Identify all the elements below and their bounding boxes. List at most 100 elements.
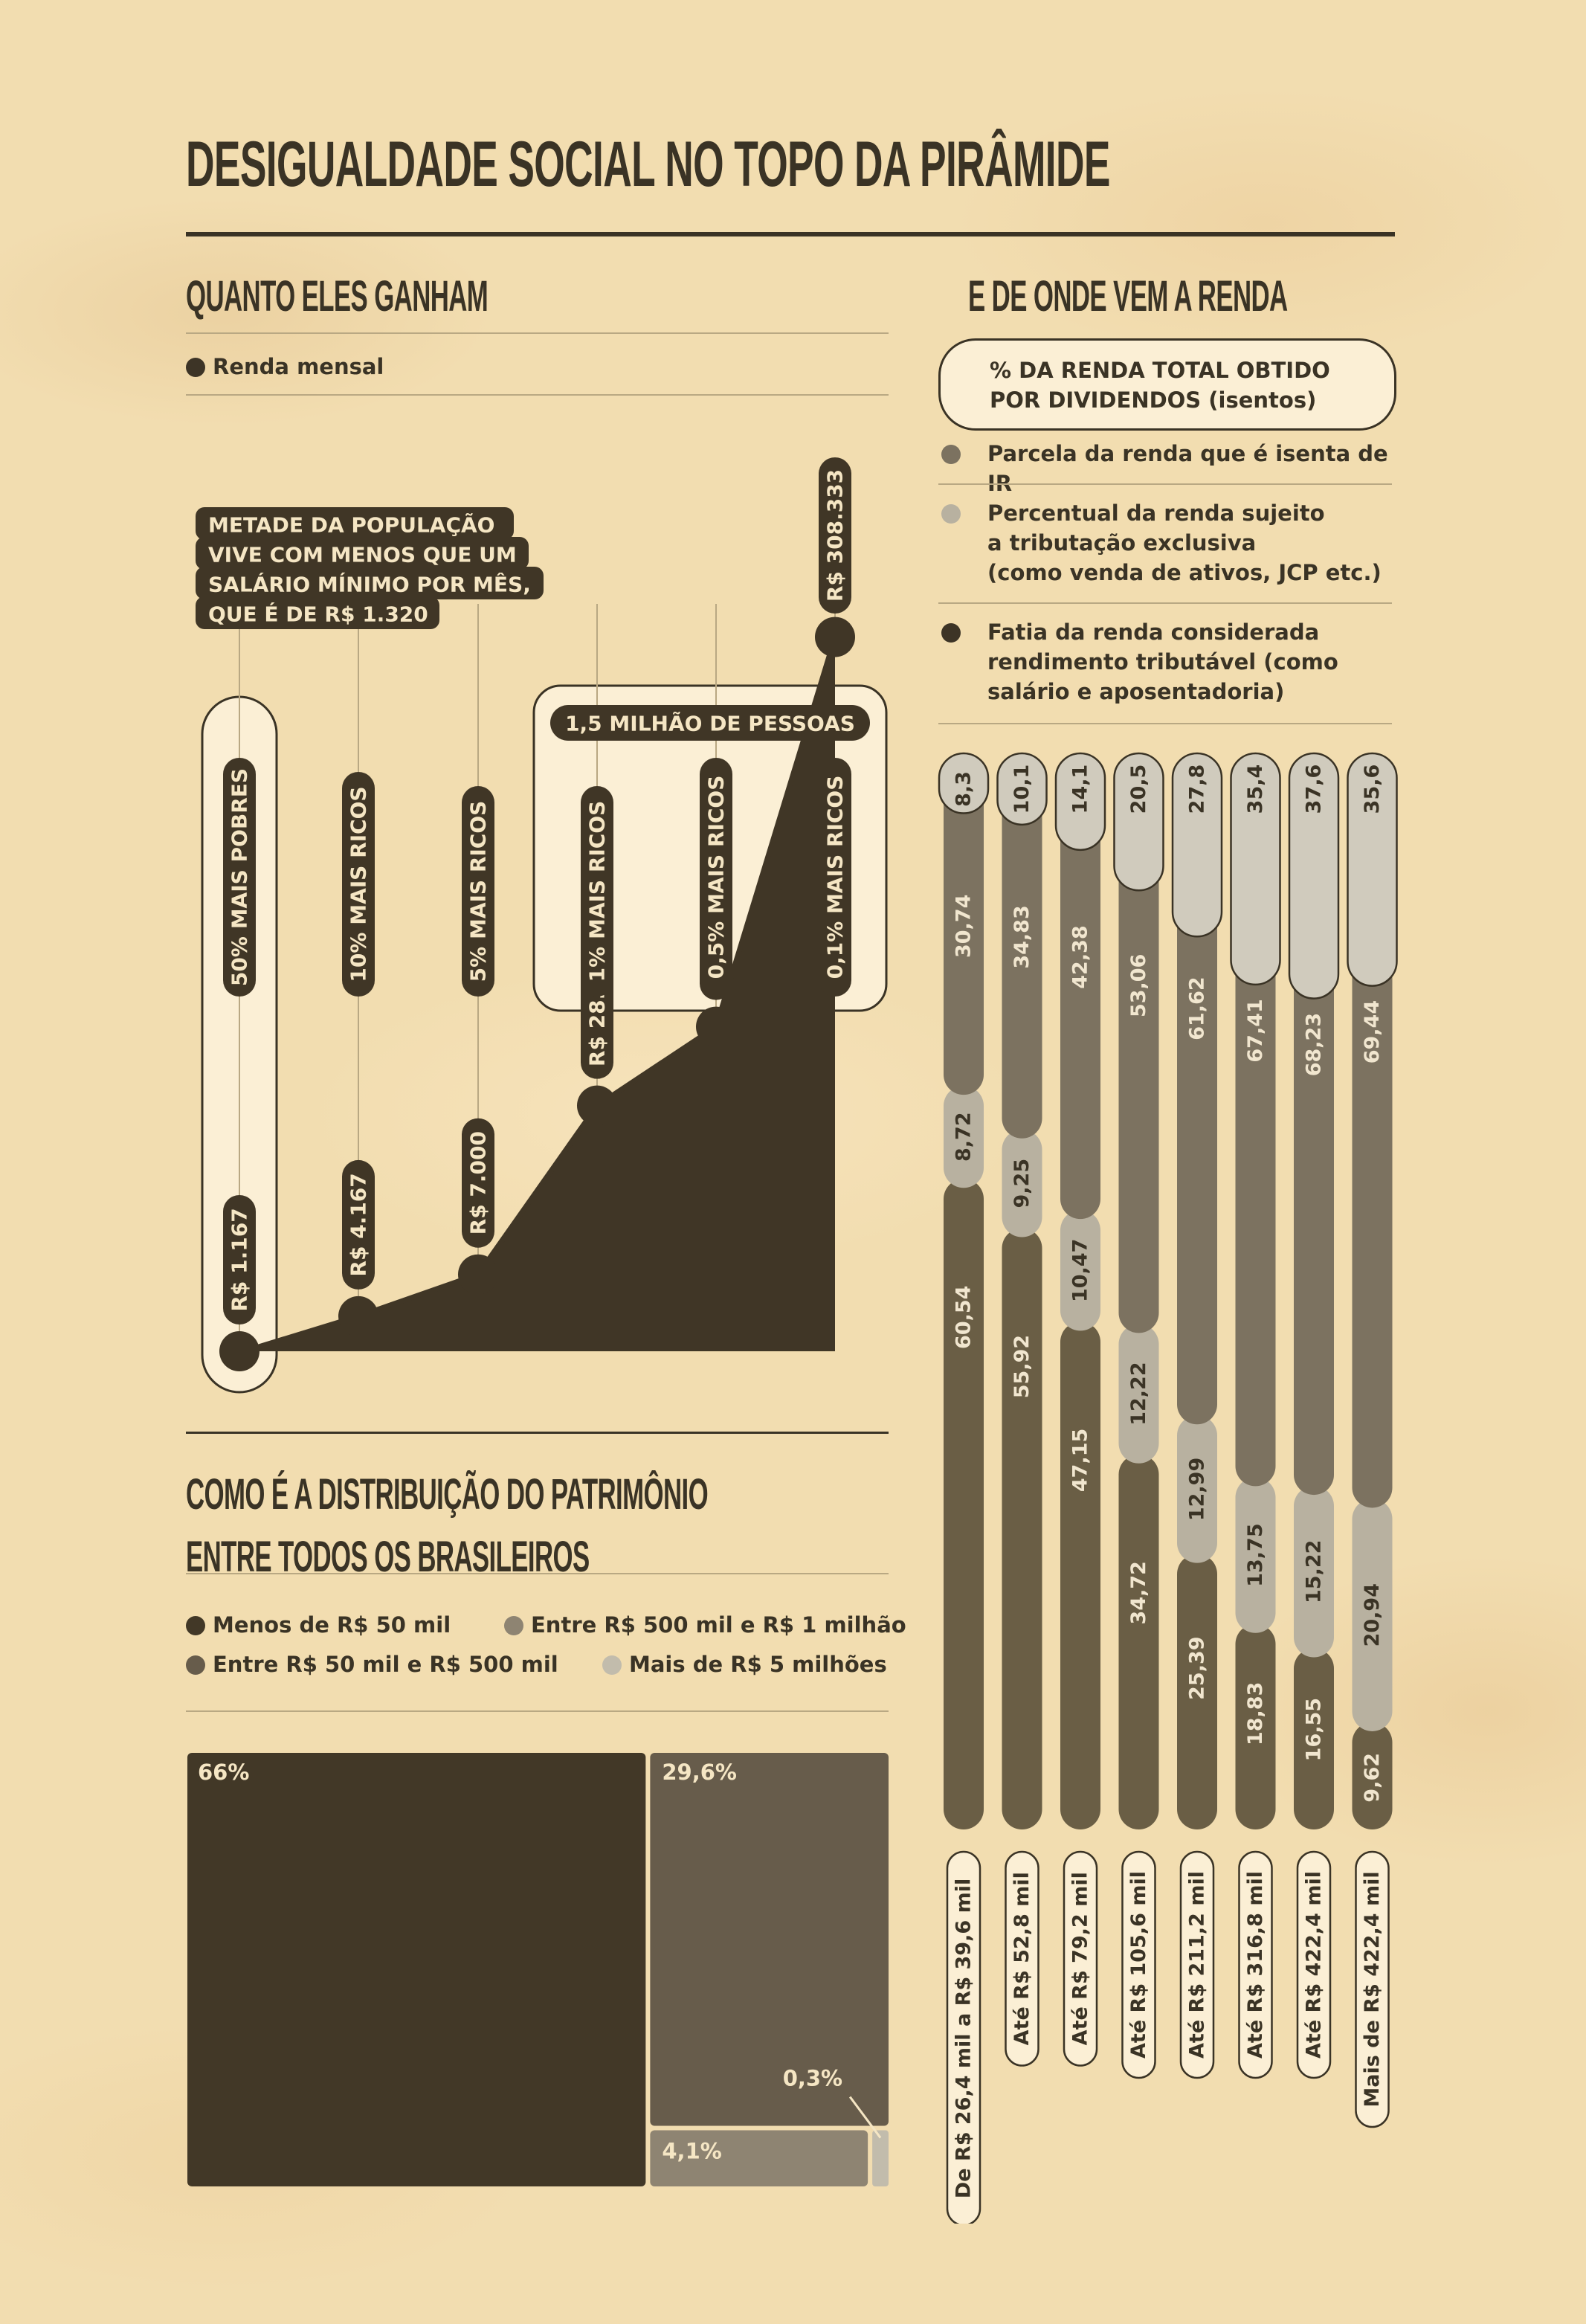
dividends-label: 8,3: [952, 771, 976, 807]
wealth-legend-item: Entre R$ 50 mil e R$ 500 mil: [186, 1652, 558, 1677]
note-line: QUE É DE R$ 1.320: [208, 602, 428, 627]
sources-legend-line: rendimento tributável (como: [987, 649, 1338, 675]
income-bracket-label: Até R$ 211,2 mil: [1186, 1871, 1209, 2059]
treemap-cell-lt-50k: [187, 1753, 646, 2186]
income-legend-label: Renda mensal: [213, 354, 384, 379]
legend-dot-icon: [941, 445, 961, 464]
dividends-label: 37,6: [1303, 765, 1326, 814]
taxable-bar: [1177, 1554, 1217, 1829]
taxable-label: 55,92: [1010, 1335, 1034, 1398]
data-point: [219, 1331, 260, 1371]
value-label-pill: [819, 457, 851, 614]
category-label: 50% MAIS POBRES: [228, 768, 252, 986]
category-label: 0,5% MAIS RICOS: [704, 776, 729, 979]
divider: [938, 602, 1392, 604]
value-label: R$ 1.167: [228, 1208, 252, 1311]
exclusive-label: 13,75: [1244, 1523, 1267, 1586]
exempt-bar: [944, 762, 984, 1095]
exclusive-label: 12,99: [1186, 1458, 1209, 1521]
data-point: [338, 1295, 378, 1336]
divider: [186, 394, 889, 396]
taxable-bar: [1294, 1648, 1334, 1829]
note-line: VIVE COM MENOS QUE UM: [208, 543, 517, 567]
legend-dot-icon: [602, 1655, 622, 1675]
leader-line: [848, 2096, 882, 2139]
taxable-label: 18,83: [1244, 1682, 1267, 1745]
income-bracket-pill: [1121, 1850, 1156, 2079]
income-bracket-label: Até R$ 316,8 mil: [1244, 1871, 1267, 2059]
legend-dot-icon: [504, 1616, 523, 1635]
exclusive-label: 10,47: [1069, 1239, 1092, 1302]
income-area: [239, 637, 835, 1351]
note-line: METADE DA POPULAÇÃO: [208, 512, 494, 538]
taxable-label: 34,72: [1127, 1561, 1150, 1624]
note-pill: [196, 507, 514, 540]
dividends-capsule: [1113, 752, 1164, 892]
treemap-cell-500k-1m: [650, 2130, 868, 2186]
wealth-legend-item: Entre R$ 500 mil e R$ 1 milhão: [504, 1612, 906, 1638]
title-rule: [186, 232, 1395, 236]
category-label-pill: [819, 758, 851, 997]
data-point: [815, 617, 855, 657]
wealth-legend-label: Entre R$ 500 mil e R$ 1 milhão: [531, 1612, 906, 1638]
exclusive-bar: [1294, 1486, 1334, 1658]
sources-legend-line: salário e aposentadoria): [987, 679, 1285, 704]
dividends-capsule: [1288, 752, 1340, 1000]
category-label: 5% MAIS RICOS: [466, 801, 491, 982]
legend-dot-icon: [186, 1655, 205, 1675]
taxable-bar: [1235, 1623, 1276, 1829]
divider: [186, 1573, 889, 1574]
category-label-pill: [462, 786, 494, 997]
taxable-bar: [1352, 1722, 1393, 1829]
treemap-label: 4,1%: [662, 2139, 721, 2164]
value-label: R$ 7.000: [466, 1131, 491, 1235]
sources-legend-line: Parcela da renda que é isenta de IR: [987, 441, 1388, 496]
value-label-pill: [342, 1159, 375, 1290]
income-bracket-pill: [1005, 1850, 1039, 2067]
category-label-pill: [581, 786, 613, 997]
income-bracket-pill: [1179, 1850, 1215, 2079]
taxable-bar: [944, 1179, 984, 1829]
income-bracket-pill: [1063, 1850, 1098, 2067]
dividends-label: 14,1: [1069, 765, 1092, 814]
treemap-label: 0,3%: [783, 2066, 842, 2091]
divider: [186, 332, 889, 334]
exempt-label: 69,44: [1361, 1000, 1384, 1063]
legend-dot-icon: [186, 1616, 205, 1635]
income-bracket-label: Mais de R$ 422,4 mil: [1361, 1871, 1384, 2107]
taxable-label: 25,39: [1186, 1636, 1209, 1699]
exclusive-bar: [944, 1086, 984, 1188]
wealth-legend-label: Mais de R$ 5 milhões: [629, 1652, 887, 1677]
exclusive-label: 12,22: [1127, 1362, 1150, 1425]
exempt-label: 61,62: [1186, 976, 1209, 1040]
dividends-capsule: [1230, 752, 1281, 986]
note-pill: [196, 567, 544, 599]
category-label: 0,1% MAIS RICOS: [823, 776, 848, 979]
sources-section-title: E DE ONDE VEM A RENDA: [968, 272, 1288, 321]
income-bracket-label: Até R$ 105,6 mil: [1127, 1871, 1150, 2059]
exclusive-bar: [1235, 1477, 1276, 1633]
wealth-legend-item: Menos de R$ 50 mil: [186, 1612, 451, 1638]
wealth-legend-item: Mais de R$ 5 milhões: [602, 1652, 887, 1677]
exclusive-bar: [1060, 1210, 1100, 1331]
exclusive-bar: [1352, 1499, 1393, 1731]
page-title: DESIGUALDADE SOCIAL NO TOPO DA PIRÂMIDE: [186, 129, 1110, 200]
taxable-bar: [1118, 1454, 1159, 1829]
dividends-legend-line: POR DIVIDENDOS (isentos): [990, 387, 1317, 413]
taxable-bar: [1060, 1322, 1100, 1829]
exempt-bar: [1002, 762, 1042, 1139]
taxable-label: 47,15: [1069, 1429, 1092, 1492]
data-point: [577, 1085, 617, 1126]
category-label: 10% MAIS RICOS: [346, 786, 371, 982]
income-bracket-label: Até R$ 52,8 mil: [1010, 1872, 1034, 2045]
dividends-legend-box: % DA RENDA TOTAL OBTIDO POR DIVIDENDOS (…: [938, 338, 1396, 431]
dividends-capsule: [938, 752, 990, 814]
exempt-label: 67,41: [1244, 999, 1267, 1062]
exclusive-label: 20,94: [1361, 1583, 1384, 1647]
income-line: [238, 636, 838, 1356]
sources-legend-line: a tributação exclusiva: [987, 530, 1257, 556]
income-bracket-pill: [1296, 1850, 1332, 2079]
treemap-label: 66%: [198, 1760, 249, 1785]
exclusive-label: 8,72: [952, 1112, 976, 1162]
wealth-legend-label: Entre R$ 50 mil e R$ 500 mil: [213, 1652, 558, 1677]
